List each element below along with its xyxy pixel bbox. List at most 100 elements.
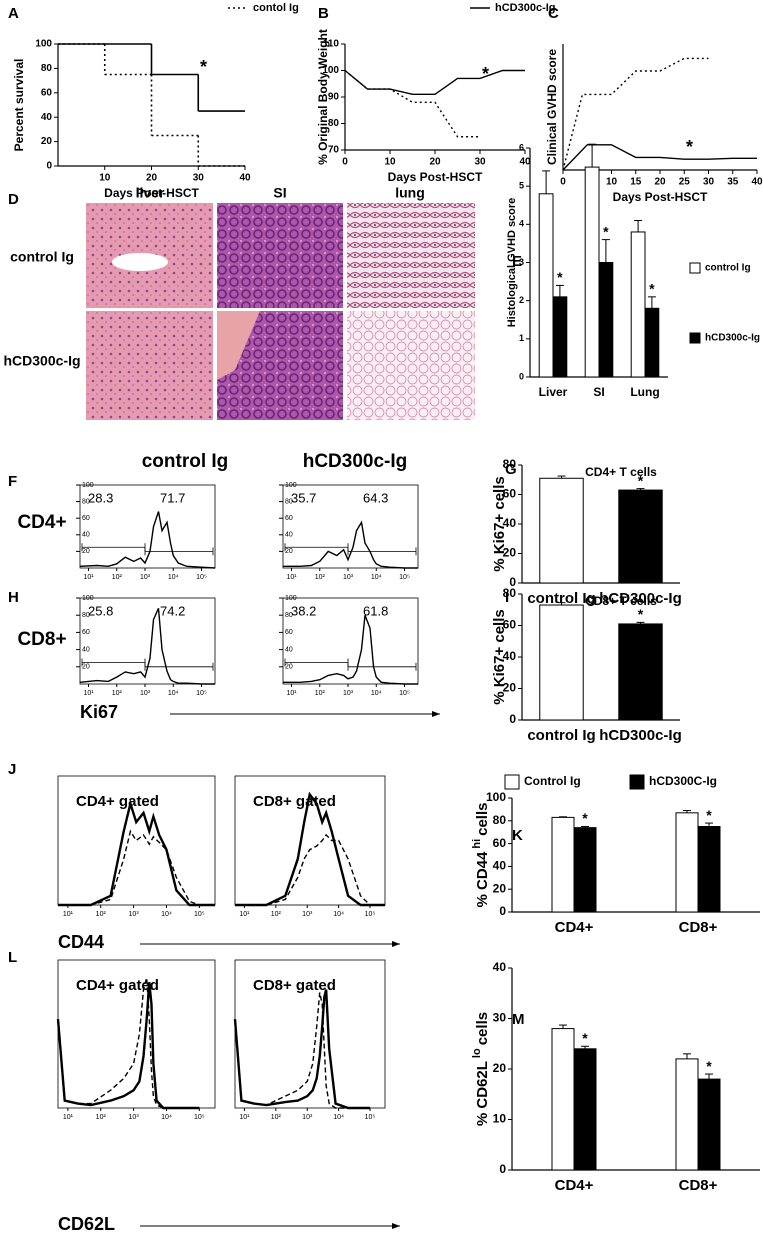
y-tick-label: 10 <box>493 1112 507 1126</box>
x-tick-label: 20 <box>146 173 158 184</box>
bar <box>551 1028 575 1171</box>
y-axis-label-part: cells <box>474 1012 491 1045</box>
y-tick-label: 80 <box>503 586 517 600</box>
x-tick-label: 0 <box>342 157 348 168</box>
data-line <box>562 144 757 171</box>
micrograph <box>86 311 213 420</box>
significance-mark: * <box>649 281 655 297</box>
x-tick-label: 10³ <box>343 690 354 697</box>
data-line <box>58 829 215 906</box>
x-tick-label: 10⁵ <box>194 911 205 918</box>
gate-percentage: 38.2 <box>291 603 316 618</box>
bar <box>618 623 663 721</box>
x-tick-label: control Ig <box>527 727 595 744</box>
vessel <box>112 253 168 271</box>
x-tick-label: SI <box>593 385 604 399</box>
panel-letter: I <box>505 589 509 606</box>
gate-percentage: 25.8 <box>88 603 113 618</box>
y-axis-label-part: hi <box>471 839 483 849</box>
y-tick-label: 60 <box>503 618 517 632</box>
plot-title: CD4+ T cells <box>585 465 657 479</box>
x-tick-label: 0 <box>560 177 566 188</box>
panel-letter: H <box>8 589 19 606</box>
significance-mark: * <box>603 223 609 239</box>
arrow-head <box>432 711 440 717</box>
significance-mark: * <box>582 1030 588 1046</box>
y-tick-label: 80 <box>328 118 340 129</box>
y-tick-label: 20 <box>285 664 293 671</box>
x-axis-label: Days Post-HSCT <box>104 186 199 200</box>
x-tick-label: 10¹ <box>63 1114 74 1121</box>
data-line <box>562 57 709 171</box>
legend-label: hCD300c-Ig <box>495 2 556 14</box>
x-tick-label: 10⁵ <box>196 574 207 581</box>
bar <box>584 166 600 378</box>
micrograph <box>217 203 343 308</box>
y-tick-label: 80 <box>285 612 293 619</box>
y-axis-label: Percent survival <box>12 59 26 152</box>
micrograph <box>347 203 475 308</box>
arrow-head <box>392 941 400 947</box>
plot-frame <box>57 959 216 1109</box>
y-axis-label-part: lo <box>471 1048 483 1058</box>
gate-percentage: 35.7 <box>291 490 316 505</box>
y-tick-label: 40 <box>493 859 507 873</box>
x-tick-label: 10³ <box>302 1114 313 1121</box>
y-tick-label: 0 <box>499 1162 506 1176</box>
data-line <box>283 520 418 569</box>
y-tick-label: 60 <box>41 87 53 98</box>
data-line <box>235 791 385 907</box>
y-tick-label: 100 <box>322 65 339 76</box>
y-tick-label: 80 <box>82 612 90 619</box>
bar <box>675 1058 699 1171</box>
data-line <box>283 614 418 685</box>
x-tick-label: 10⁴ <box>168 690 179 697</box>
y-tick-label: 80 <box>503 457 517 471</box>
data-line <box>79 608 215 685</box>
y-tick-label: 40 <box>285 646 293 653</box>
y-tick-label: 60 <box>285 629 293 636</box>
x-tick-label: 40 <box>751 177 763 188</box>
y-tick-label: 40 <box>82 532 90 539</box>
axis-marker-label: Ki67 <box>80 702 118 722</box>
significance-mark: * <box>686 137 693 157</box>
panel-letter: D <box>8 191 19 208</box>
x-tick-label: 10⁵ <box>399 574 410 581</box>
legend-swatch <box>504 774 520 790</box>
significance-mark: * <box>706 807 712 823</box>
y-tick-label: 60 <box>285 515 293 522</box>
x-tick-label: 10² <box>96 1114 107 1121</box>
x-tick-label: 10³ <box>302 911 313 918</box>
y-tick-label: 40 <box>41 112 53 123</box>
bar <box>630 231 646 378</box>
y-tick-label: 0 <box>509 575 516 589</box>
y-axis-label: % Ki67+ cells <box>491 609 508 704</box>
legend-label: control Ig <box>705 263 751 274</box>
y-tick-label: 80 <box>285 498 293 505</box>
column-label: liver <box>136 185 165 201</box>
data-line <box>79 511 216 569</box>
y-tick-label: 110 <box>323 39 340 50</box>
panel-letter: B <box>318 5 329 22</box>
x-tick-label: 40 <box>239 173 251 184</box>
x-tick-label: 10³ <box>343 574 354 581</box>
y-tick-label: 0 <box>519 371 524 381</box>
x-tick-label: 10⁴ <box>161 1114 172 1121</box>
legend-label: hCD300C-Ig <box>649 774 717 788</box>
panel-letter: F <box>8 473 17 490</box>
row-label: hCD300c-Ig <box>3 353 80 369</box>
x-tick-label: 10¹ <box>286 690 297 697</box>
gate-percentage: 74.2 <box>160 603 185 618</box>
y-tick-label: 100 <box>486 790 506 804</box>
tissue-region <box>217 311 260 380</box>
x-tick-label: 10⁵ <box>194 1114 205 1121</box>
x-tick-label: 20 <box>429 157 441 168</box>
bar <box>598 262 614 378</box>
x-tick-label: 30 <box>474 157 486 168</box>
gate-percentage: 71.7 <box>160 490 185 505</box>
column-label: hCD300c-Ig <box>303 451 408 472</box>
x-tick-label: 10⁵ <box>399 690 410 697</box>
y-axis-label: % CD44 hi cells <box>471 802 491 907</box>
panel-letter: G <box>505 461 517 478</box>
data-line <box>344 69 525 96</box>
